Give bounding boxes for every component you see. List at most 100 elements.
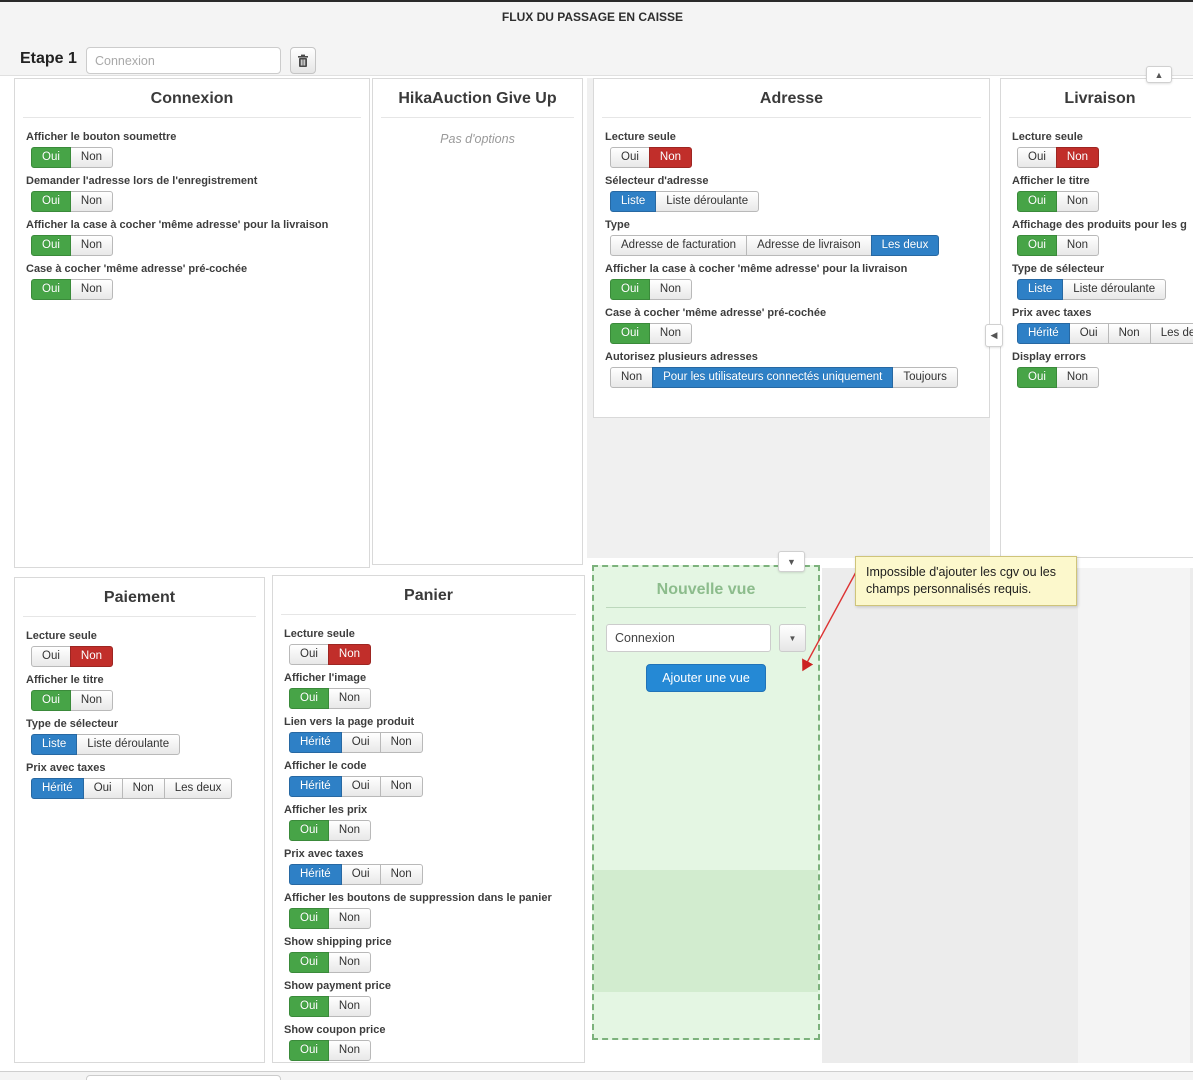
toggle-afficher-l-image-oui[interactable]: Oui	[289, 688, 329, 709]
option-label: Afficher les prix	[284, 804, 368, 816]
option-label: Afficher la case à cocher 'même adresse'…	[26, 219, 329, 231]
panel-body-connexion: Afficher le bouton soumettre Oui Non Demand…	[15, 131, 369, 300]
view-type-select-caret-button[interactable]: ▼	[779, 624, 806, 652]
toggle-display-errors-oui[interactable]: Oui	[1017, 367, 1057, 388]
toggle-afficher-l-image-non[interactable]: Non	[327, 688, 372, 709]
toggle-affichage-des-produits-pour-les-g-oui[interactable]: Oui	[1017, 235, 1057, 256]
toggle-lecture-seule-non[interactable]: Non	[1055, 147, 1100, 168]
toggle-show-shipping-price-oui[interactable]: Oui	[289, 952, 329, 973]
panel-body-panier: Lecture seule Oui Non Afficher l'image Oui No…	[273, 628, 584, 1061]
toggle-prix-avec-taxes-non[interactable]: Non	[379, 864, 423, 885]
toggle-afficher-les-boutons-de-suppression-dans-l-non[interactable]: Non	[327, 908, 372, 929]
toggle-case-cocher-m-me-adresse-pr-coch-e-oui[interactable]: Oui	[610, 323, 650, 344]
toggle-group-case-cocher-m-me-adresse-pr-coch-e: Oui Non	[610, 323, 978, 344]
add-view-button[interactable]: Ajouter une vue	[646, 664, 766, 692]
toggle-demander-l-adresse-lors-de-l-enregistremen-oui[interactable]: Oui	[31, 191, 71, 212]
toggle-s-lecteur-d-adresse-liste[interactable]: Liste	[610, 191, 657, 212]
toggle-lien-vers-la-page-produit-non[interactable]: Non	[379, 732, 423, 753]
toggle-show-shipping-price-non[interactable]: Non	[327, 952, 372, 973]
toggle-afficher-le-titre-oui[interactable]: Oui	[31, 690, 71, 711]
toggle-lecture-seule-oui[interactable]: Oui	[31, 646, 71, 667]
toggle-type-de-s-lecteur-liste[interactable]: Liste	[1017, 279, 1064, 300]
option-label: Lecture seule	[26, 630, 97, 642]
toggle-prix-avec-taxes-h-rit[interactable]: Hérité	[289, 864, 342, 885]
view-type-select[interactable]: Connexion	[606, 624, 771, 652]
toggle-afficher-le-bouton-soumettre-non[interactable]: Non	[69, 147, 114, 168]
toggle-prix-avec-taxes-oui[interactable]: Oui	[1068, 323, 1109, 344]
toggle-s-lecteur-d-adresse-liste-d-roulante[interactable]: Liste déroulante	[655, 191, 760, 212]
toggle-type-de-s-lecteur-liste-d-roulante[interactable]: Liste déroulante	[1062, 279, 1167, 300]
toggle-lecture-seule-non[interactable]: Non	[327, 644, 372, 665]
toggle-type-les-deux[interactable]: Les deux	[870, 235, 940, 256]
toggle-show-payment-price-non[interactable]: Non	[327, 996, 372, 1017]
toggle-afficher-le-bouton-soumettre-oui[interactable]: Oui	[31, 147, 71, 168]
toggle-prix-avec-taxes-h-rit[interactable]: Hérité	[31, 778, 84, 799]
option-label: Lien vers la page produit	[284, 716, 415, 728]
toggle-afficher-la-case-cocher-m-me-adresse-pour--oui[interactable]: Oui	[610, 279, 650, 300]
toggle-type-adresse-de-facturation[interactable]: Adresse de facturation	[610, 235, 748, 256]
topbar: FLUX DU PASSAGE EN CAISSE Etape 1	[0, 0, 1193, 76]
option-label: Afficher les boutons de suppression dans…	[284, 892, 552, 904]
option-label: Afficher le titre	[1012, 175, 1090, 187]
collapse-up-button[interactable]: ▲	[1146, 66, 1172, 83]
toggle-prix-avec-taxes-non[interactable]: Non	[121, 778, 165, 799]
toggle-type-de-s-lecteur-liste-d-roulante[interactable]: Liste déroulante	[76, 734, 181, 755]
toggle-afficher-la-case-cocher-m-me-adresse-pour--non[interactable]: Non	[648, 279, 693, 300]
next-step-name-input[interactable]	[86, 1075, 281, 1080]
toggle-affichage-des-produits-pour-les-g-non[interactable]: Non	[1055, 235, 1100, 256]
toggle-afficher-le-titre-non[interactable]: Non	[1055, 191, 1100, 212]
option-lecture-seule: Lecture seule Oui Non	[26, 630, 253, 667]
toggle-lecture-seule-oui[interactable]: Oui	[1017, 147, 1057, 168]
toggle-prix-avec-taxes-non[interactable]: Non	[1107, 323, 1151, 344]
toggle-afficher-les-prix-non[interactable]: Non	[327, 820, 372, 841]
toggle-prix-avec-taxes-les-deux[interactable]: Les deux	[1149, 323, 1193, 344]
toggle-display-errors-non[interactable]: Non	[1055, 367, 1100, 388]
panel-hikaauction-give-up: HikaAuction Give Up Pas d'options	[372, 78, 583, 565]
toggle-group-demander-l-adresse-lors-de-l-enregistremen: Oui Non	[31, 191, 358, 212]
panel-body-paiement: Lecture seule Oui Non Afficher le titre Oui N…	[15, 630, 264, 799]
toggle-afficher-le-code-oui[interactable]: Oui	[340, 776, 381, 797]
toggle-autorisez-plusieurs-adresses-toujours[interactable]: Toujours	[892, 367, 958, 388]
toggle-afficher-les-prix-oui[interactable]: Oui	[289, 820, 329, 841]
toggle-lien-vers-la-page-produit-h-rit[interactable]: Hérité	[289, 732, 342, 753]
toggle-show-payment-price-oui[interactable]: Oui	[289, 996, 329, 1017]
option-afficher-le-titre: Afficher le titre Oui Non	[26, 674, 253, 711]
option-label: Type	[605, 219, 630, 231]
toggle-prix-avec-taxes-oui[interactable]: Oui	[82, 778, 123, 799]
toggle-autorisez-plusieurs-adresses-non[interactable]: Non	[610, 367, 654, 388]
toggle-afficher-le-titre-non[interactable]: Non	[69, 690, 114, 711]
toggle-autorisez-plusieurs-adresses-pour-les-utilisateurs-connect-s-uniquement[interactable]: Pour les utilisateurs connectés uniqueme…	[652, 367, 894, 388]
toggle-prix-avec-taxes-les-deux[interactable]: Les deux	[163, 778, 233, 799]
toggle-show-coupon-price-oui[interactable]: Oui	[289, 1040, 329, 1061]
scroll-left-button[interactable]: ◀	[985, 324, 1003, 347]
toggle-afficher-la-case-cocher-m-me-adresse-pour--non[interactable]: Non	[69, 235, 114, 256]
toggle-lecture-seule-non[interactable]: Non	[648, 147, 693, 168]
toggle-show-coupon-price-non[interactable]: Non	[327, 1040, 372, 1061]
step-name-input[interactable]	[86, 47, 281, 74]
toggle-lecture-seule-non[interactable]: Non	[69, 646, 114, 667]
toggle-demander-l-adresse-lors-de-l-enregistremen-non[interactable]: Non	[69, 191, 114, 212]
toggle-group-prix-avec-taxes: Hérité Oui Non	[289, 864, 573, 885]
toggle-prix-avec-taxes-oui[interactable]: Oui	[340, 864, 381, 885]
panel-title-adresse: Adresse	[759, 90, 824, 107]
toggle-lien-vers-la-page-produit-oui[interactable]: Oui	[340, 732, 381, 753]
toggle-lecture-seule-oui[interactable]: Oui	[289, 644, 329, 665]
toggle-case-cocher-m-me-adresse-pr-coch-e-non[interactable]: Non	[648, 323, 693, 344]
toggle-lecture-seule-oui[interactable]: Oui	[610, 147, 650, 168]
option-lecture-seule: Lecture seule Oui Non	[284, 628, 573, 665]
toggle-type-de-s-lecteur-liste[interactable]: Liste	[31, 734, 78, 755]
toggle-afficher-le-titre-oui[interactable]: Oui	[1017, 191, 1057, 212]
toggle-case-cocher-m-me-adresse-pr-coch-e-non[interactable]: Non	[69, 279, 114, 300]
toggle-group-lecture-seule: Oui Non	[289, 644, 573, 665]
option-label: Prix avec taxes	[284, 848, 364, 860]
toggle-afficher-les-boutons-de-suppression-dans-l-oui[interactable]: Oui	[289, 908, 329, 929]
toggle-afficher-la-case-cocher-m-me-adresse-pour--oui[interactable]: Oui	[31, 235, 71, 256]
toggle-afficher-le-code-h-rit[interactable]: Hérité	[289, 776, 342, 797]
toggle-case-cocher-m-me-adresse-pr-coch-e-oui[interactable]: Oui	[31, 279, 71, 300]
toggle-prix-avec-taxes-h-rit[interactable]: Hérité	[1017, 323, 1070, 344]
scroll-down-button[interactable]: ▼	[778, 551, 805, 572]
toggle-afficher-le-code-non[interactable]: Non	[379, 776, 423, 797]
delete-step-button[interactable]	[290, 47, 316, 74]
toggle-type-adresse-de-livraison[interactable]: Adresse de livraison	[746, 235, 872, 256]
